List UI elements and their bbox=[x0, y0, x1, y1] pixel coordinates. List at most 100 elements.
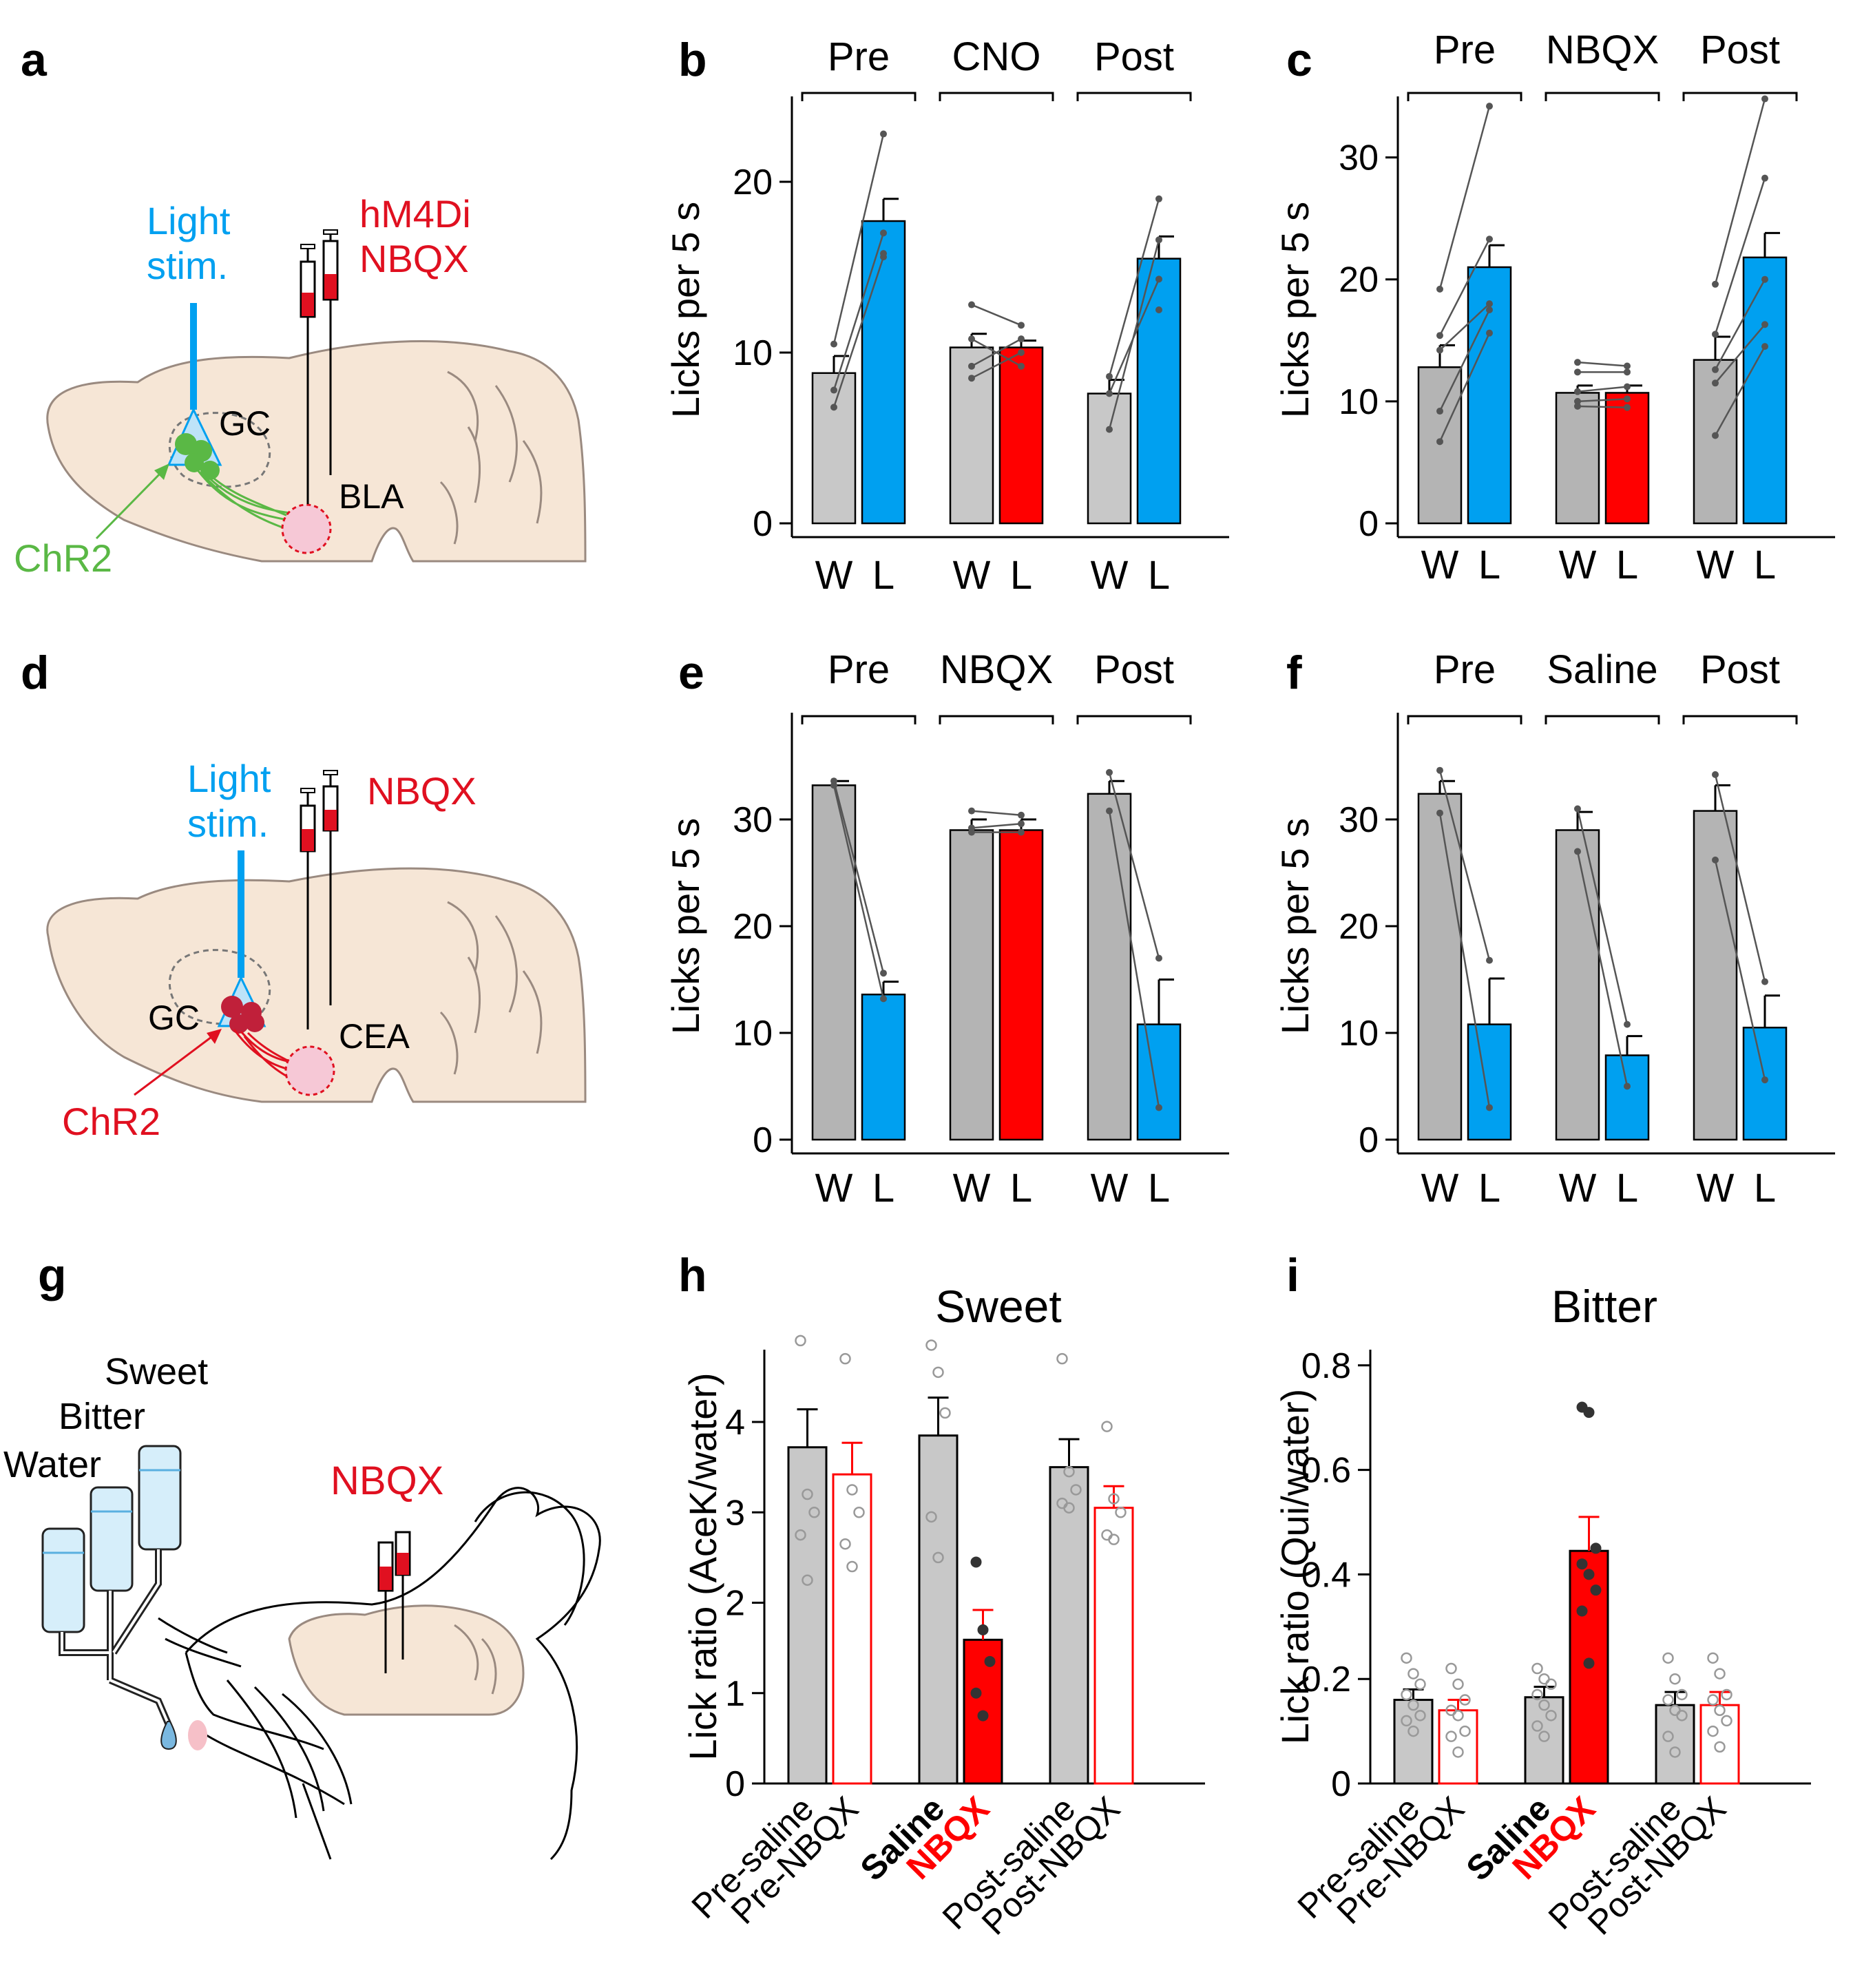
condition-bracket bbox=[1407, 92, 1522, 101]
x-tick-label: L bbox=[1148, 1166, 1170, 1211]
y-tick-label: 4 bbox=[725, 1403, 745, 1443]
bar-water bbox=[811, 372, 857, 525]
y-tick-label: 30 bbox=[1339, 800, 1379, 840]
y-tick-label: 30 bbox=[733, 800, 773, 840]
y-tick-label: 10 bbox=[1339, 382, 1379, 422]
data-point bbox=[1676, 1688, 1688, 1701]
data-point bbox=[1545, 1678, 1557, 1691]
data-point bbox=[970, 1556, 982, 1568]
data-point bbox=[1445, 1662, 1457, 1675]
chart-title: Bitter bbox=[1551, 1281, 1657, 1332]
data-point bbox=[830, 782, 837, 789]
condition-bracket bbox=[1682, 715, 1798, 724]
data-point bbox=[1712, 432, 1719, 439]
brain-g bbox=[288, 1604, 525, 1716]
bar-light bbox=[861, 220, 906, 525]
mouse-jaw bbox=[185, 1652, 345, 1860]
data-point bbox=[1721, 1715, 1732, 1727]
y-axis-label: Lick ratio (Qui/water) bbox=[1273, 1389, 1317, 1745]
condition-bracket bbox=[1682, 92, 1798, 101]
data-point bbox=[1436, 285, 1443, 293]
data-point bbox=[1624, 362, 1631, 370]
data-point bbox=[1662, 1730, 1674, 1742]
pair-line bbox=[1108, 198, 1160, 377]
data-point bbox=[1761, 978, 1768, 985]
data-point bbox=[1707, 1694, 1719, 1706]
panel-label-g: g bbox=[38, 1249, 67, 1301]
x-tick-label: L bbox=[1754, 1166, 1776, 1211]
data-point bbox=[1414, 1678, 1426, 1691]
pair-line bbox=[833, 780, 885, 974]
bitter-bottle bbox=[90, 1486, 134, 1592]
water-label: Water bbox=[3, 1444, 101, 1485]
panel-label-a: a bbox=[21, 34, 48, 86]
data-point bbox=[1459, 1694, 1471, 1706]
pair-line bbox=[971, 338, 1022, 367]
data-point bbox=[925, 1511, 937, 1523]
pair-line bbox=[1438, 238, 1491, 336]
data-point bbox=[853, 1507, 865, 1518]
x-tick-label: W bbox=[815, 553, 853, 598]
y-axis-label: Lick ratio (AceK/water) bbox=[681, 1372, 724, 1760]
data-point bbox=[846, 1484, 858, 1496]
data-point bbox=[1624, 1082, 1631, 1090]
chr2-cell bbox=[221, 996, 243, 1018]
y-tick-label: 20 bbox=[733, 163, 773, 202]
cea-label: CEA bbox=[339, 1017, 410, 1056]
bar-water bbox=[1555, 392, 1600, 525]
data-point bbox=[1414, 1710, 1426, 1722]
panel-label-c: c bbox=[1286, 34, 1312, 86]
sweet-bottle bbox=[138, 1445, 182, 1551]
condition-label: Post bbox=[1700, 647, 1780, 692]
condition-label: Pre bbox=[828, 647, 890, 692]
data-point bbox=[932, 1366, 944, 1379]
y-tick-label: 0 bbox=[753, 504, 773, 544]
data-point bbox=[977, 1710, 989, 1722]
data-point bbox=[1459, 1725, 1471, 1737]
x-tick-label: L bbox=[1010, 1166, 1032, 1211]
y-tick-label: 0 bbox=[725, 1764, 745, 1804]
x-tick-label: L bbox=[1478, 543, 1500, 587]
data-point bbox=[1624, 383, 1631, 390]
data-point bbox=[1106, 768, 1113, 776]
data-point bbox=[1018, 811, 1025, 819]
data-point bbox=[1624, 404, 1631, 411]
pair-line bbox=[971, 810, 1022, 817]
data-point bbox=[1018, 335, 1025, 343]
pair-line bbox=[1438, 770, 1491, 961]
bar-light bbox=[1742, 256, 1788, 525]
data-point bbox=[802, 1574, 813, 1586]
condition-bracket bbox=[1076, 92, 1192, 101]
gc-label-d: GC bbox=[148, 998, 200, 1037]
condition-label: Post bbox=[1094, 647, 1174, 692]
data-point bbox=[1574, 368, 1581, 376]
bar-light bbox=[998, 346, 1044, 525]
y-tick-label: 30 bbox=[1339, 138, 1379, 178]
x-tick-label: W bbox=[1421, 1166, 1459, 1211]
condition-bracket bbox=[939, 92, 1054, 101]
condition-bracket bbox=[801, 715, 917, 724]
bla-target bbox=[281, 503, 332, 554]
data-point bbox=[1115, 1507, 1127, 1518]
data-point bbox=[1624, 368, 1631, 376]
y-axis-label: Licks per 5 s bbox=[664, 202, 707, 418]
data-point bbox=[1106, 373, 1113, 380]
data-point bbox=[1576, 1558, 1588, 1570]
data-point bbox=[1018, 362, 1025, 370]
data-point bbox=[1155, 954, 1162, 962]
pair-line bbox=[1108, 278, 1160, 395]
data-point bbox=[1436, 766, 1443, 774]
light-label-d: Light bbox=[187, 757, 271, 800]
x-tick-label: W bbox=[1091, 553, 1129, 598]
data-point bbox=[1018, 349, 1025, 356]
y-tick-label: 0.6 bbox=[1301, 1451, 1351, 1491]
condition-bracket bbox=[939, 715, 1054, 724]
bar-water bbox=[949, 829, 994, 1141]
pair-line bbox=[1577, 386, 1628, 393]
data-point bbox=[1676, 1710, 1688, 1722]
nbqx-label-a: NBQX bbox=[359, 237, 469, 280]
